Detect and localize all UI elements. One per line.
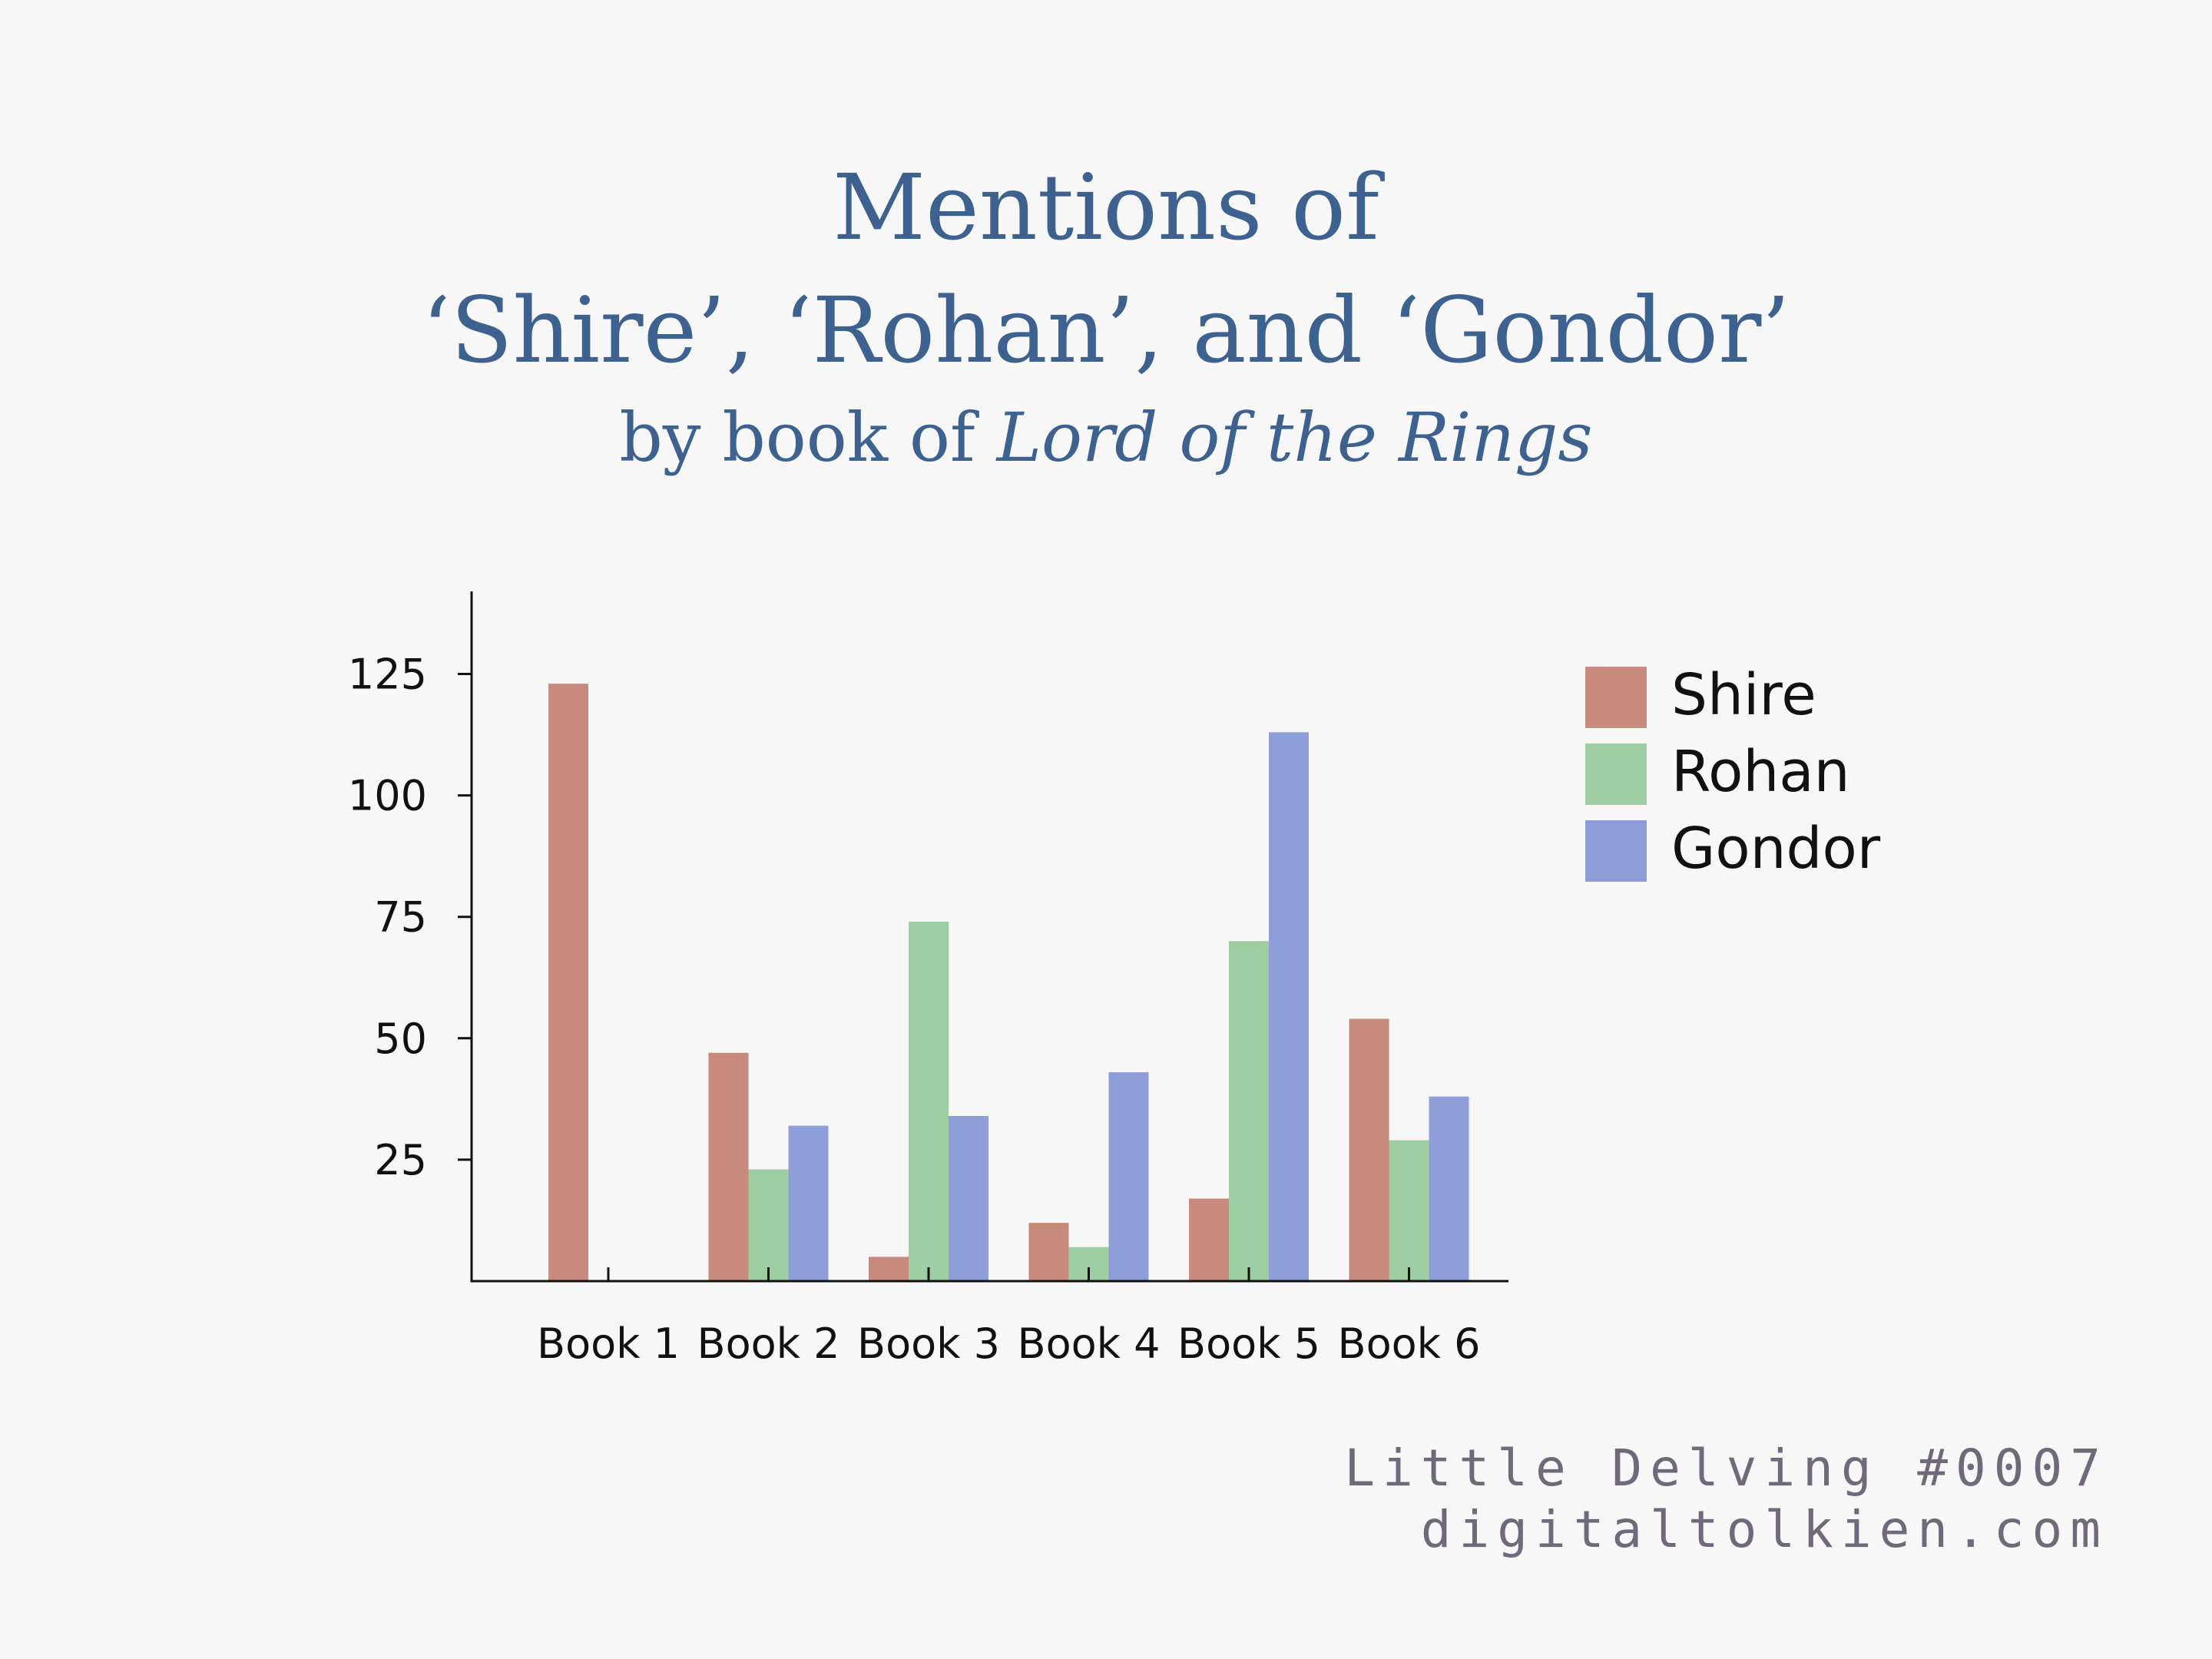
bar-gondor-book-6 bbox=[1429, 1096, 1469, 1281]
bar-gondor-book-2 bbox=[788, 1125, 829, 1281]
legend-label-gondor: Gondor bbox=[1671, 816, 1881, 882]
x-tick-label-2: Book 2 bbox=[697, 1320, 840, 1368]
y-tick-label-100: 100 bbox=[348, 772, 427, 820]
subtitle-prefix: by book of bbox=[619, 398, 997, 477]
x-tick-label-3: Book 3 bbox=[857, 1320, 1000, 1368]
bar-gondor-book-3 bbox=[949, 1115, 988, 1281]
x-tick-label-5: Book 5 bbox=[1177, 1320, 1320, 1368]
bar-rohan-book-2 bbox=[748, 1169, 789, 1281]
y-tick-label-50: 50 bbox=[374, 1015, 427, 1063]
x-tick-label-1: Book 1 bbox=[537, 1320, 680, 1368]
chart-title-line2: ‘Shire’, ‘Rohan’, and ‘Gondor’ bbox=[422, 277, 1790, 383]
y-tick-label-125: 125 bbox=[348, 651, 427, 699]
y-tick-label-75: 75 bbox=[374, 893, 427, 942]
legend-swatch-gondor bbox=[1585, 820, 1647, 882]
chart-title-line1: Mentions of bbox=[833, 154, 1379, 260]
bar-rohan-book-6 bbox=[1389, 1140, 1429, 1281]
legend-label-shire: Shire bbox=[1671, 662, 1816, 728]
legend-swatch-shire bbox=[1585, 667, 1647, 728]
bar-gondor-book-5 bbox=[1269, 732, 1309, 1281]
footer-website[interactable]: digitaltolkien.com bbox=[1420, 1500, 2108, 1559]
x-tick-label-6: Book 6 bbox=[1338, 1320, 1481, 1368]
bar-shire-book-3 bbox=[869, 1257, 909, 1281]
chart-subtitle: by book of Lord of the Rings bbox=[0, 396, 2212, 480]
bar-shire-book-1 bbox=[548, 684, 588, 1281]
subtitle-book-title: Lord of the Rings bbox=[996, 398, 1593, 477]
footer-series-label: Little Delving #0007 bbox=[1344, 1439, 2108, 1498]
x-tick-label-4: Book 4 bbox=[1018, 1320, 1161, 1368]
bar-rohan-book-3 bbox=[909, 922, 949, 1281]
legend-label-rohan: Rohan bbox=[1671, 739, 1850, 805]
bar-shire-book-4 bbox=[1028, 1223, 1069, 1281]
bar-shire-book-5 bbox=[1189, 1198, 1229, 1281]
bar-rohan-book-5 bbox=[1229, 941, 1269, 1281]
legend-swatch-rohan bbox=[1585, 743, 1647, 805]
bar-shire-book-6 bbox=[1349, 1018, 1389, 1281]
bar-shire-book-2 bbox=[708, 1052, 749, 1281]
bar-gondor-book-4 bbox=[1108, 1072, 1149, 1281]
y-tick-label-25: 25 bbox=[374, 1136, 427, 1184]
